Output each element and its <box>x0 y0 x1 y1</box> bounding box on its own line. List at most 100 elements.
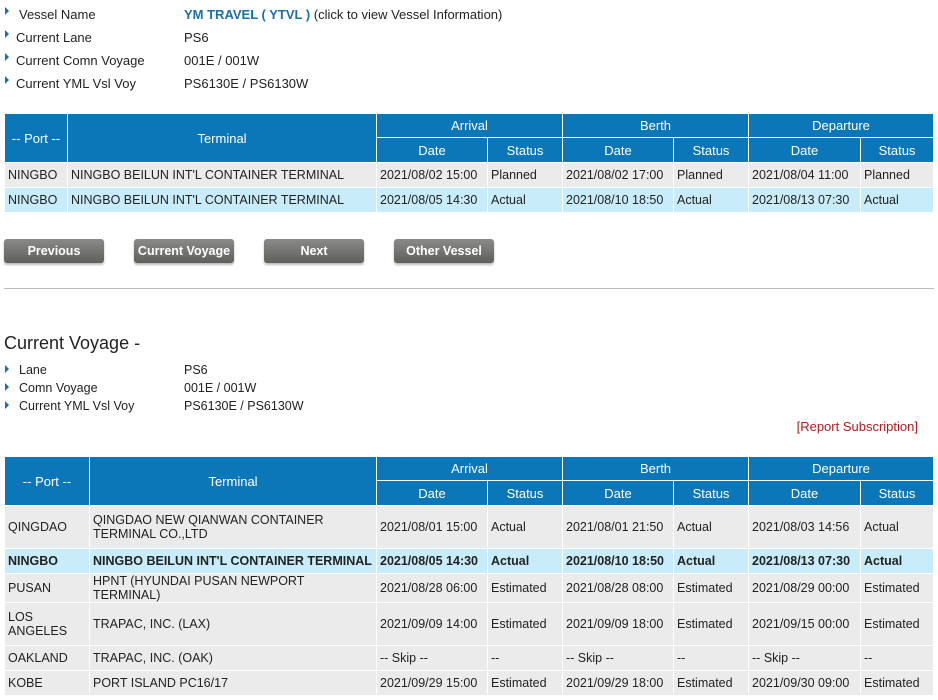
header-date: Date <box>748 480 862 506</box>
berth-status-cell: Estimated <box>672 573 750 603</box>
departure-date-cell: 2021/09/15 00:00 <box>748 602 862 646</box>
other-vessel-button[interactable]: Other Vessel <box>394 239 494 263</box>
ymlvoy-label: Current YML Vsl Voy <box>19 399 135 413</box>
port-cell: NINGBO <box>4 162 68 188</box>
departure-status-cell: Estimated <box>860 670 934 696</box>
lane-label: Current Lane <box>16 30 92 45</box>
arrival-date-cell: 2021/09/29 15:00 <box>376 670 488 696</box>
header-arrival: Arrival <box>376 456 563 481</box>
departure-status-cell: Actual <box>860 187 934 213</box>
divider <box>4 288 934 289</box>
terminal-cell: QINGDAO NEW QIANWAN CONTAINER TERMINAL C… <box>89 505 377 549</box>
current-voyage-button[interactable]: Current Voyage <box>134 239 234 263</box>
arrival-status-cell: Estimated <box>487 670 563 696</box>
berth-status-cell: -- <box>672 645 750 671</box>
schedule-table: -- Port -- Terminal Arrival Berth Departure … <box>4 113 934 213</box>
table-row: KOBE PORT ISLAND PC16/17 2021/09/29 15:00 E… <box>4 670 934 696</box>
table-row: QINGDAO QINGDAO NEW QIANWAN CONTAINER TER… <box>4 505 934 549</box>
table-row: LOS ANGELES TRAPAC, INC. (LAX) 2021/09/09 … <box>4 602 934 646</box>
port-cell: OAKLAND <box>4 645 90 671</box>
header-date: Date <box>376 137 488 163</box>
next-button[interactable]: Next <box>264 239 364 263</box>
terminal-cell: PORT ISLAND PC16/17 <box>89 670 377 696</box>
terminal-cell: NINGBO BEILUN INT'L CONTAINER TERMINAL <box>67 187 377 213</box>
departure-status-cell: -- <box>860 645 934 671</box>
header-date: Date <box>748 137 862 163</box>
ymlvoy-value: PS6130E / PS6130W <box>184 76 309 91</box>
arrival-date-cell: 2021/08/01 15:00 <box>376 505 488 549</box>
bullet-arrow-icon <box>5 401 9 409</box>
berth-status-cell: Planned <box>672 162 750 188</box>
table-row: PUSAN HPNT (HYUNDAI PUSAN NEWPORT TERMINA… <box>4 573 934 603</box>
departure-date-cell: -- Skip -- <box>748 645 862 671</box>
vessel-name-label: Vessel Name <box>19 7 96 22</box>
bullet-arrow-icon <box>5 30 9 38</box>
table-row: NINGBO NINGBO BEILUN INT'L CONTAINER TERM… <box>4 548 934 574</box>
vessel-hint: (click to view Vessel Information) <box>313 7 503 22</box>
header-berth: Berth <box>561 113 750 138</box>
arrival-date-cell: 2021/08/05 14:30 <box>376 187 488 213</box>
departure-status-cell: Actual <box>860 505 934 549</box>
header-status: Status <box>860 480 934 506</box>
berth-date-cell: 2021/09/09 18:00 <box>562 602 674 646</box>
header-departure: Departure <box>748 113 934 138</box>
arrival-status-cell: Actual <box>487 187 563 213</box>
terminal-cell: TRAPAC, INC. (LAX) <box>89 602 377 646</box>
berth-status-cell: Actual <box>672 548 750 574</box>
departure-date-cell: 2021/09/30 09:00 <box>748 670 862 696</box>
port-cell: LOS ANGELES <box>4 602 90 646</box>
bullet-arrow-icon <box>5 53 9 61</box>
header-date: Date <box>562 137 674 163</box>
berth-status-cell: Actual <box>672 187 750 213</box>
voyage-label: Current Comn Voyage <box>16 53 145 68</box>
departure-status-cell: Estimated <box>860 573 934 603</box>
berth-status-cell: Estimated <box>672 670 750 696</box>
berth-date-cell: 2021/09/29 18:00 <box>562 670 674 696</box>
arrival-date-cell: -- Skip -- <box>376 645 488 671</box>
terminal-cell: TRAPAC, INC. (OAK) <box>89 645 377 671</box>
lane-label: Lane <box>19 363 47 377</box>
berth-date-cell: -- Skip -- <box>562 645 674 671</box>
departure-date-cell: 2021/08/29 00:00 <box>748 573 862 603</box>
arrival-date-cell: 2021/09/09 14:00 <box>376 602 488 646</box>
header-status: Status <box>487 137 563 163</box>
vessel-name-link[interactable]: YM TRAVEL ( YTVL ) <box>184 7 311 22</box>
previous-button[interactable]: Previous <box>4 239 104 263</box>
arrival-date-cell: 2021/08/05 14:30 <box>376 548 488 574</box>
port-cell: KOBE <box>4 670 90 696</box>
table-row: OAKLAND TRAPAC, INC. (OAK) -- Skip -- -- -- … <box>4 645 934 671</box>
header-status: Status <box>860 137 934 163</box>
voyage-value: 001E / 001W <box>184 381 257 395</box>
voyage-table: -- Port -- Terminal Arrival Berth Departure … <box>4 456 934 696</box>
header-terminal: Terminal <box>89 456 377 506</box>
header-port: -- Port -- <box>4 113 68 163</box>
report-subscription-link[interactable]: [Report Subscription] <box>796 419 918 434</box>
header-berth: Berth <box>561 456 750 481</box>
lane-value: PS6 <box>184 363 208 377</box>
departure-status-cell: Estimated <box>860 602 934 646</box>
arrival-date-cell: 2021/08/02 15:00 <box>376 162 488 188</box>
header-status: Status <box>672 137 750 163</box>
arrival-status-cell: -- <box>487 645 563 671</box>
port-cell: QINGDAO <box>4 505 90 549</box>
ymlvoy-label: Current YML Vsl Voy <box>16 76 136 91</box>
port-cell: NINGBO <box>4 187 68 213</box>
arrival-status-cell: Estimated <box>487 602 563 646</box>
berth-date-cell: 2021/08/28 08:00 <box>562 573 674 603</box>
berth-status-cell: Estimated <box>672 602 750 646</box>
header-date: Date <box>562 480 674 506</box>
bullet-arrow-icon <box>5 76 9 84</box>
arrival-date-cell: 2021/08/28 06:00 <box>376 573 488 603</box>
arrival-status-cell: Actual <box>487 548 563 574</box>
departure-date-cell: 2021/08/04 11:00 <box>748 162 862 188</box>
header-date: Date <box>376 480 488 506</box>
bullet-arrow-icon <box>5 7 9 15</box>
lane-value: PS6 <box>184 30 209 45</box>
port-cell: PUSAN <box>4 573 90 603</box>
berth-status-cell: Actual <box>672 505 750 549</box>
header-departure: Departure <box>748 456 934 481</box>
port-cell: NINGBO <box>4 548 90 574</box>
header-status: Status <box>672 480 750 506</box>
bullet-arrow-icon <box>5 365 9 373</box>
header-port: -- Port -- <box>4 456 90 506</box>
